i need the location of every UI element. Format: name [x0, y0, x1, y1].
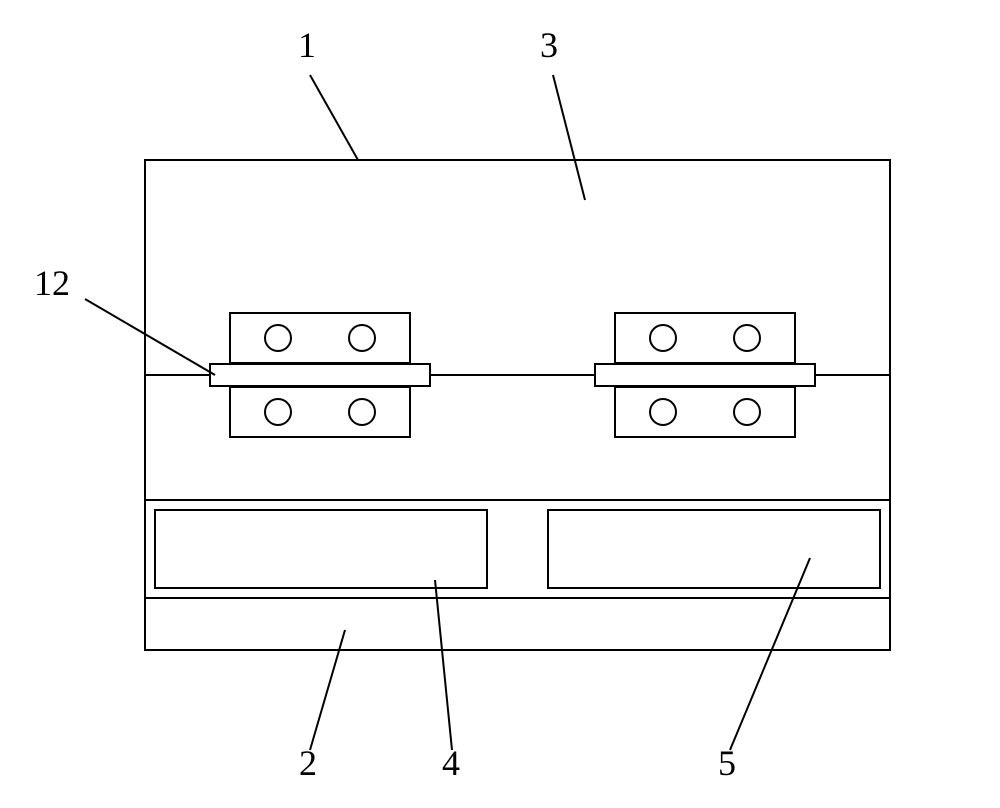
left-slot [155, 510, 487, 588]
label-2: 2 [299, 742, 317, 784]
leader-5 [730, 558, 810, 750]
technical-diagram [0, 0, 1000, 808]
leader-12 [85, 299, 215, 375]
label-4: 4 [442, 742, 460, 784]
leader-3 [553, 75, 585, 200]
label-3: 3 [540, 24, 558, 66]
leader-1 [310, 75, 358, 160]
label-1: 1 [298, 24, 316, 66]
leader-4 [435, 580, 452, 750]
leader-2 [310, 630, 345, 750]
label-5: 5 [718, 742, 736, 784]
label-12: 12 [34, 262, 70, 304]
right-slot [548, 510, 880, 588]
hinge-right [595, 313, 815, 437]
hinge-left [210, 313, 430, 437]
